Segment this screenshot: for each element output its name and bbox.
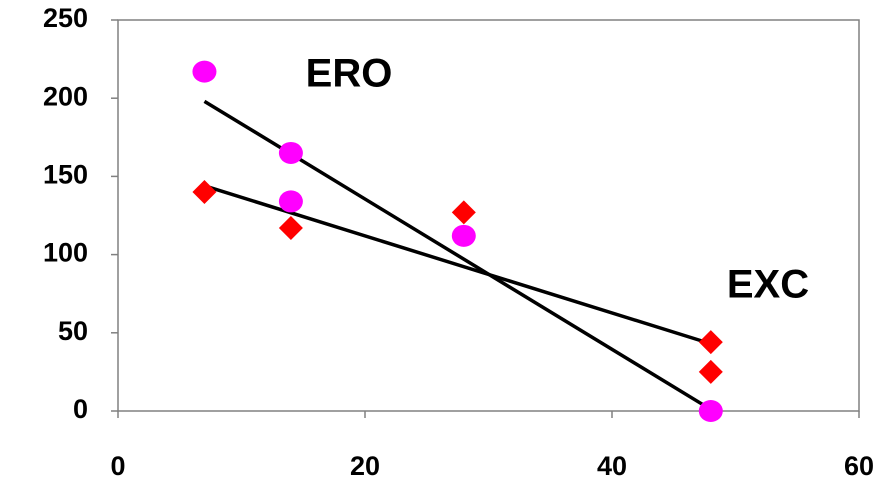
point: [451, 224, 476, 247]
point: [451, 200, 476, 225]
y-tick-label: 50: [58, 316, 88, 346]
trend-line: [203, 99, 712, 411]
y-tick-label: 150: [43, 160, 88, 190]
x-tick-label: 0: [110, 451, 125, 481]
point: [698, 400, 723, 422]
y-tick-label: 100: [43, 238, 88, 268]
point: [278, 216, 303, 241]
x-tick-label: 60: [844, 451, 874, 481]
point: [192, 180, 217, 205]
point: [698, 359, 723, 384]
point: [278, 190, 303, 213]
y-tick-label: 200: [43, 81, 88, 111]
x-tick-label: 20: [350, 451, 380, 481]
point: [698, 330, 723, 355]
point: [192, 60, 217, 83]
point: [278, 141, 303, 164]
y-tick-label: 250: [43, 3, 88, 33]
series-label: EXC: [727, 263, 809, 307]
y-tick-label: 0: [73, 394, 88, 424]
plot-area: [117, 19, 860, 412]
series-label: ERO: [306, 52, 393, 96]
x-tick-label: 40: [597, 451, 627, 481]
